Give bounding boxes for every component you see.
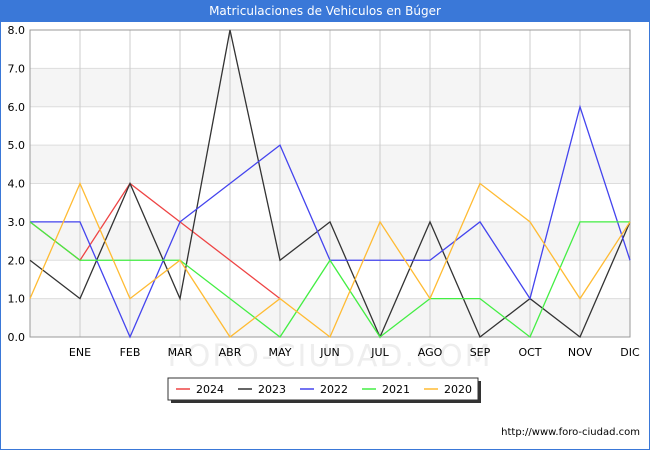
x-tick-label: JUL xyxy=(370,346,389,359)
y-tick-label: 1.0 xyxy=(8,293,26,306)
x-tick-label: DIC xyxy=(620,346,640,359)
legend-label-2020: 2020 xyxy=(444,383,472,396)
x-tick-label: NOV xyxy=(568,346,593,359)
legend-label-2024: 2024 xyxy=(196,383,224,396)
x-tick-label: JUN xyxy=(319,346,340,359)
x-tick-label: FEB xyxy=(120,346,141,359)
series-line-2021 xyxy=(29,221,630,339)
y-tick-label: 3.0 xyxy=(8,216,26,229)
legend-label-2022: 2022 xyxy=(320,383,348,396)
y-tick-label: 8.0 xyxy=(8,24,26,37)
source-url: http://www.foro-ciudad.com xyxy=(501,427,640,438)
x-tick-label: ENE xyxy=(69,346,91,359)
watermark-text: FORO-CIUDAD.COM xyxy=(168,339,493,374)
y-tick-label: 5.0 xyxy=(8,139,26,152)
x-tick-label: SEP xyxy=(470,346,491,359)
x-tick-label: AGO xyxy=(418,346,443,359)
x-tick-label: OCT xyxy=(518,346,541,359)
chart-title: Matriculaciones de Vehiculos en Búger xyxy=(0,0,650,22)
y-tick-label: 6.0 xyxy=(8,101,26,114)
legend-label-2021: 2021 xyxy=(382,383,410,396)
legend-label-2023: 2023 xyxy=(258,383,286,396)
x-tick-label: ABR xyxy=(219,346,242,359)
x-tick-label: MAY xyxy=(269,346,292,359)
y-tick-label: 7.0 xyxy=(8,62,26,75)
y-tick-label: 0.0 xyxy=(8,331,26,344)
y-tick-label: 2.0 xyxy=(8,254,26,267)
y-tick-label: 4.0 xyxy=(8,178,26,191)
x-tick-label: MAR xyxy=(168,346,193,359)
series-line-2020 xyxy=(29,181,631,339)
legend-box xyxy=(167,377,479,401)
